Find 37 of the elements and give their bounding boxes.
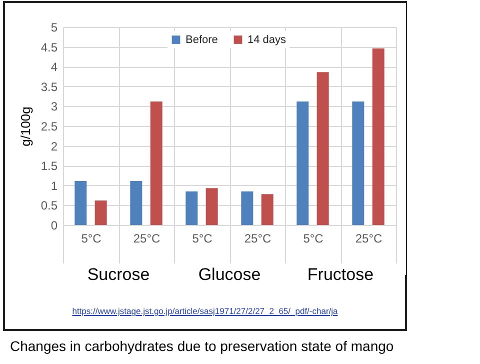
x-tick-label: 5°C xyxy=(192,232,213,246)
y-tick-label: 2.5 xyxy=(40,120,58,134)
y-axis-title: g/100g xyxy=(18,106,33,146)
bar xyxy=(261,194,274,225)
y-tick-label: 1.5 xyxy=(40,159,58,174)
y-tick-label: 4.5 xyxy=(40,40,58,54)
y-tick-label: 0.5 xyxy=(40,198,58,213)
bar xyxy=(186,191,198,225)
y-tick-label: 1 xyxy=(50,178,58,193)
bar xyxy=(372,48,384,225)
x-tick-label: 25°C xyxy=(355,232,382,246)
legend-label: Before xyxy=(186,34,218,46)
y-tick-label: 4 xyxy=(50,60,58,74)
x-tick-label: 25°C xyxy=(244,232,272,246)
y-tick-label: 0 xyxy=(50,218,58,232)
bar xyxy=(352,101,364,225)
text: Changes in carbohydrates due to preservation state of mango xyxy=(10,338,394,354)
bar xyxy=(241,191,254,225)
bar xyxy=(74,181,87,225)
bar xyxy=(130,181,142,225)
x-tick-label: 5°C xyxy=(81,232,102,246)
x-tick-label: 25°C xyxy=(133,232,160,246)
y-tick-label: 3.5 xyxy=(40,80,58,94)
y-tick-label: 2 xyxy=(50,139,58,154)
text: Sucrose xyxy=(86,265,151,285)
text: Glucose xyxy=(197,265,262,285)
bar xyxy=(206,188,218,225)
bar xyxy=(94,200,107,225)
bar xyxy=(316,72,329,225)
y-tick-label: 5 xyxy=(50,20,58,34)
text: Fructose xyxy=(306,265,375,285)
x-tick-label: 5°C xyxy=(303,232,324,246)
legend-label: 14 days xyxy=(248,34,287,46)
bar xyxy=(296,101,309,225)
y-tick-label: 3 xyxy=(50,100,58,114)
text: https://www.jstage.jst.go.jp/article/sasj1971/27/2/27_2_65/_pdf/-char/ja xyxy=(71,306,339,316)
bar xyxy=(150,101,162,225)
